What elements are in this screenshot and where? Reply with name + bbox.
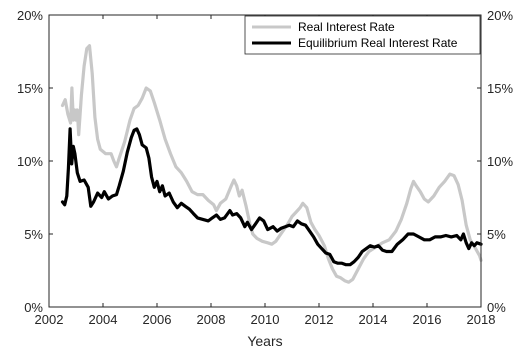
- legend-box: [244, 15, 481, 55]
- y-tick-label-left: 10%: [17, 154, 43, 169]
- x-tick-label: 2012: [305, 312, 334, 327]
- y-tick-label-right: 0%: [487, 300, 506, 315]
- y-tick-label-left: 5%: [24, 227, 43, 242]
- x-axis-title: Years: [247, 333, 282, 349]
- series-line-equilibrium-real-interest-rate: [60, 127, 483, 267]
- x-tick-label: 2006: [143, 312, 172, 327]
- y-tick-label-right: 10%: [487, 154, 513, 169]
- y-tick-label-right: 5%: [487, 227, 506, 242]
- y-tick-label-left: 20%: [17, 8, 43, 23]
- x-tick-label: 2014: [359, 312, 388, 327]
- y-tick-label-left: 15%: [17, 81, 43, 96]
- x-tick-label: 2018: [467, 312, 496, 327]
- x-tick-label: 2010: [251, 312, 280, 327]
- x-tick-label: 2004: [89, 312, 118, 327]
- series-layer: [60, 44, 483, 284]
- y-tick-label-left: 0%: [24, 300, 43, 315]
- x-tick-label: 2002: [35, 312, 64, 327]
- y-tick-label-right: 20%: [487, 8, 513, 23]
- legend-label-equilibrium-real-interest-rate: Equilibrium Real Interest Rate: [298, 36, 458, 50]
- y-tick-label-right: 15%: [487, 81, 513, 96]
- x-tick-label: 2016: [413, 312, 442, 327]
- legend-label-real-interest-rate: Real Interest Rate: [298, 20, 395, 34]
- x-tick-label: 2008: [197, 312, 226, 327]
- legend: Real Interest Rate Equilibrium Real Inte…: [244, 15, 481, 55]
